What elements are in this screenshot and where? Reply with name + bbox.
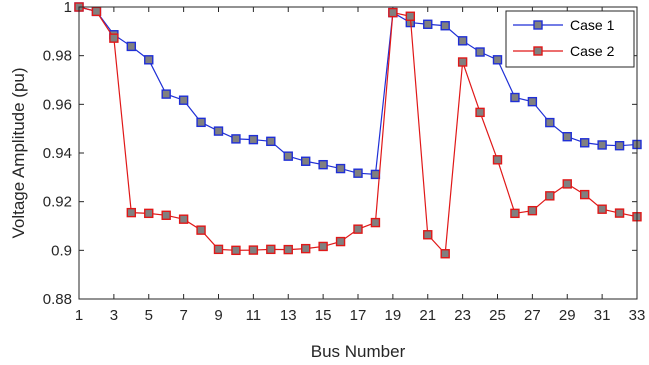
y-tick-label: 0.94 xyxy=(43,145,72,162)
data-point-case-2 xyxy=(388,7,398,18)
data-point-case-1 xyxy=(213,126,224,136)
data-point-case-2 xyxy=(597,204,607,214)
data-point-case-1 xyxy=(475,47,485,57)
data-point-case-2 xyxy=(370,217,381,228)
plot-frame xyxy=(78,6,638,300)
legend-label-case-2: Case 2 xyxy=(570,43,615,59)
data-point-case-2 xyxy=(266,244,276,255)
y-tick-label: 0.98 xyxy=(43,48,72,65)
data-point-case-1 xyxy=(545,117,555,128)
data-point-case-2 xyxy=(178,214,189,224)
data-point-case-2 xyxy=(161,210,171,220)
x-tick-label: 13 xyxy=(280,307,297,324)
data-point-case-2 xyxy=(457,57,468,67)
legend-marker-case-2 xyxy=(533,46,543,56)
data-point-case-2 xyxy=(353,224,363,234)
data-point-case-1 xyxy=(510,92,520,103)
data-point-case-2 xyxy=(527,205,538,216)
data-point-case-1 xyxy=(231,134,241,144)
x-tick-label: 3 xyxy=(110,307,118,324)
data-point-case-1 xyxy=(579,138,590,148)
data-point-case-2 xyxy=(510,208,520,219)
data-point-case-1 xyxy=(353,168,363,178)
x-tick-label: 23 xyxy=(454,307,471,324)
data-point-case-1 xyxy=(562,131,572,142)
data-point-case-2 xyxy=(335,236,346,247)
data-point-case-2 xyxy=(562,179,572,189)
data-point-case-2 xyxy=(144,208,154,219)
data-point-case-1 xyxy=(161,89,171,99)
y-tick-label: 0.96 xyxy=(43,96,72,113)
data-point-case-1 xyxy=(248,134,259,145)
data-point-case-1 xyxy=(266,136,276,147)
data-point-case-2 xyxy=(545,191,555,201)
data-point-case-1 xyxy=(144,55,154,65)
data-point-case-1 xyxy=(196,117,206,128)
x-tick-label: 29 xyxy=(559,307,576,324)
legend-item-case-1: Case 1 xyxy=(513,17,615,33)
data-point-case-2 xyxy=(231,245,241,256)
legend-label-case-1: Case 1 xyxy=(570,17,615,33)
data-point-case-2 xyxy=(300,243,311,254)
data-point-case-2 xyxy=(492,155,503,165)
legend: Case 1 Case 2 xyxy=(505,10,635,68)
x-tick-label: 21 xyxy=(419,307,436,324)
x-tick-label: 25 xyxy=(489,307,506,324)
data-point-case-1 xyxy=(597,140,607,150)
data-point-case-2 xyxy=(318,241,328,252)
legend-box xyxy=(505,10,635,68)
data-point-case-1 xyxy=(178,95,189,105)
x-tick-label: 27 xyxy=(524,307,541,324)
data-point-case-2 xyxy=(440,249,450,259)
data-point-case-2 xyxy=(423,230,433,240)
data-point-case-1 xyxy=(335,163,346,174)
y-tick-label: 0.9 xyxy=(51,242,72,259)
y-tick-label: 1 xyxy=(64,0,72,16)
x-tick-label: 9 xyxy=(214,307,222,324)
data-point-case-1 xyxy=(318,159,328,170)
x-tick-label: 17 xyxy=(350,307,367,324)
legend-marker-case-1 xyxy=(533,20,543,30)
x-tick-label: 11 xyxy=(246,307,262,324)
data-point-case-2 xyxy=(405,11,416,21)
data-point-case-2 xyxy=(91,6,102,17)
data-point-case-1 xyxy=(126,41,137,52)
data-point-case-1 xyxy=(492,55,503,65)
tick-labels-layer: 1 3 5 7 9 11 13 15 17 19 21 23 25 27 29 31 330.880.90.92… xyxy=(43,0,646,324)
data-point-case-2 xyxy=(475,107,485,118)
y-tick-label: 0.88 xyxy=(43,291,72,308)
x-tick-label: 19 xyxy=(385,307,402,324)
x-tick-label: 7 xyxy=(179,307,187,324)
x-tick-label: 33 xyxy=(629,307,646,324)
y-tick-label: 0.92 xyxy=(43,194,72,211)
data-point-case-2 xyxy=(109,33,119,43)
data-point-case-1 xyxy=(370,169,381,180)
data-point-case-2 xyxy=(283,244,293,255)
data-point-case-2 xyxy=(213,244,224,255)
y-axis-title: Voltage Amplitude (pu) xyxy=(9,67,28,238)
x-axis-title: Bus Number xyxy=(311,342,406,361)
data-point-case-1 xyxy=(300,156,311,166)
data-point-case-1 xyxy=(527,96,538,107)
data-point-case-2 xyxy=(196,225,206,235)
data-point-case-1 xyxy=(457,36,468,46)
data-point-case-2 xyxy=(579,189,590,200)
data-point-case-1 xyxy=(614,140,625,151)
data-point-case-2 xyxy=(614,208,625,218)
x-tick-label: 15 xyxy=(315,307,332,324)
data-point-case-1 xyxy=(283,151,293,161)
x-tick-label: 1 xyxy=(75,307,83,324)
x-tick-label: 31 xyxy=(594,307,611,324)
data-point-case-2 xyxy=(248,245,259,255)
data-point-case-1 xyxy=(423,19,433,29)
x-tick-label: 5 xyxy=(145,307,153,324)
data-point-case-2 xyxy=(126,207,137,218)
legend-item-case-2: Case 2 xyxy=(513,43,615,59)
data-point-case-1 xyxy=(440,21,450,31)
